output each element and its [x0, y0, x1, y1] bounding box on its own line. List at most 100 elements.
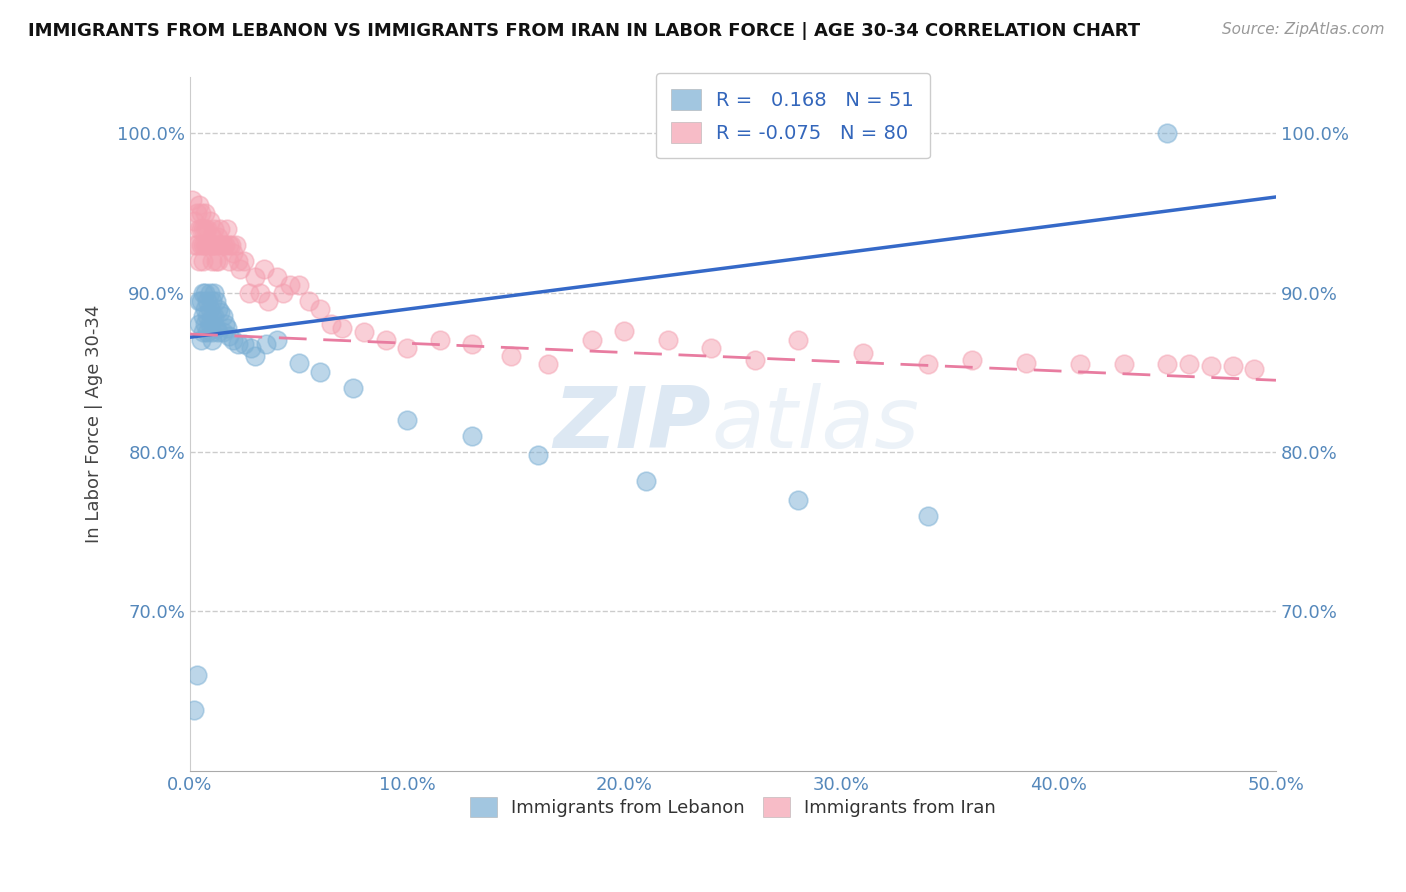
Point: [209, 237, 232, 252]
Point: [852, 346, 875, 360]
Point: [211, 310, 233, 324]
Point: [197, 222, 219, 236]
Point: [197, 237, 219, 252]
Point: [207, 326, 229, 340]
Point: [537, 357, 560, 371]
Point: [205, 293, 228, 308]
Point: [233, 336, 256, 351]
Point: [1156, 126, 1178, 140]
Y-axis label: In Labor Force | Age 30-34: In Labor Force | Age 30-34: [86, 305, 103, 543]
Point: [205, 253, 228, 268]
Point: [207, 229, 229, 244]
Point: [198, 285, 221, 300]
Point: [186, 206, 208, 220]
Point: [501, 349, 523, 363]
Point: [287, 356, 309, 370]
Point: [787, 334, 810, 348]
Point: [190, 237, 212, 252]
Point: [215, 320, 238, 334]
Point: [330, 320, 353, 334]
Point: [214, 237, 236, 252]
Point: [1015, 356, 1038, 370]
Point: [461, 429, 484, 443]
Point: [960, 352, 983, 367]
Text: Source: ZipAtlas.com: Source: ZipAtlas.com: [1222, 22, 1385, 37]
Point: [183, 703, 205, 717]
Point: [429, 334, 451, 348]
Point: [207, 253, 229, 268]
Point: [198, 214, 221, 228]
Point: [211, 326, 233, 340]
Point: [222, 245, 245, 260]
Point: [273, 285, 295, 300]
Point: [205, 320, 228, 334]
Point: [917, 508, 939, 523]
Point: [238, 285, 260, 300]
Point: [187, 198, 209, 212]
Point: [225, 237, 247, 252]
Point: [202, 222, 225, 236]
Point: [787, 492, 810, 507]
Point: [197, 293, 219, 308]
Point: [233, 253, 256, 268]
Point: [205, 237, 228, 252]
Point: [209, 304, 232, 318]
Point: [215, 222, 238, 236]
Point: [190, 334, 212, 348]
Point: [187, 253, 209, 268]
Point: [194, 237, 217, 252]
Text: ZIP: ZIP: [554, 383, 711, 466]
Point: [201, 293, 224, 308]
Point: [309, 365, 332, 379]
Point: [1243, 362, 1265, 376]
Point: [917, 357, 939, 371]
Point: [197, 326, 219, 340]
Point: [194, 318, 217, 332]
Point: [201, 237, 224, 252]
Point: [201, 229, 224, 244]
Point: [218, 328, 240, 343]
Point: [191, 285, 214, 300]
Text: atlas: atlas: [711, 383, 920, 466]
Point: [266, 269, 288, 284]
Point: [287, 277, 309, 292]
Point: [526, 448, 548, 462]
Text: IMMIGRANTS FROM LEBANON VS IMMIGRANTS FROM IRAN IN LABOR FORCE | AGE 30-34 CORRE: IMMIGRANTS FROM LEBANON VS IMMIGRANTS FR…: [28, 22, 1140, 40]
Point: [249, 285, 271, 300]
Point: [226, 336, 249, 351]
Point: [209, 222, 232, 236]
Point: [191, 253, 214, 268]
Point: [700, 342, 723, 356]
Point: [321, 318, 343, 332]
Point: [198, 318, 221, 332]
Point: [186, 237, 208, 252]
Point: [253, 261, 276, 276]
Point: [201, 310, 224, 324]
Point: [1112, 357, 1135, 371]
Point: [1178, 357, 1201, 371]
Point: [744, 352, 766, 367]
Point: [194, 285, 217, 300]
Point: [202, 237, 225, 252]
Point: [257, 293, 280, 308]
Point: [211, 237, 233, 252]
Point: [229, 261, 252, 276]
Point: [214, 318, 236, 332]
Point: [396, 413, 419, 427]
Point: [194, 301, 217, 316]
Point: [207, 301, 229, 316]
Point: [245, 349, 267, 363]
Point: [201, 326, 224, 340]
Point: [191, 237, 214, 252]
Point: [461, 336, 484, 351]
Point: [194, 206, 217, 220]
Point: [202, 310, 225, 324]
Point: [190, 206, 212, 220]
Point: [222, 334, 245, 348]
Point: [374, 334, 396, 348]
Point: [187, 293, 209, 308]
Point: [254, 336, 277, 351]
Point: [190, 293, 212, 308]
Point: [1199, 359, 1222, 373]
Point: [581, 334, 603, 348]
